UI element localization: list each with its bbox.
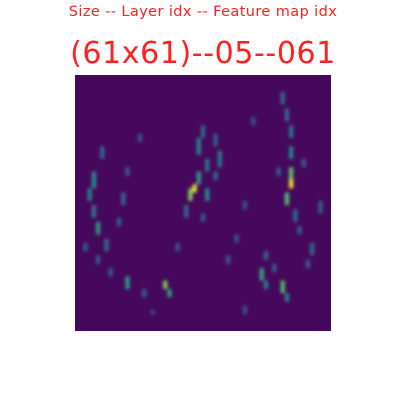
- activation-blob: [125, 276, 130, 290]
- activation-blob: [242, 305, 248, 315]
- activation-blob: [205, 188, 210, 201]
- activation-blob: [280, 91, 285, 105]
- feature-map-heatmap: [75, 75, 331, 331]
- activation-blob: [301, 158, 306, 168]
- activation-blob: [318, 200, 323, 214]
- activation-blob: [192, 184, 197, 193]
- activation-blob: [263, 251, 269, 260]
- activation-blob: [289, 179, 294, 189]
- activation-blob: [167, 289, 172, 298]
- activation-blob: [217, 150, 222, 168]
- activation-blob: [175, 242, 180, 252]
- activation-blob: [263, 280, 269, 290]
- activation-blob: [289, 167, 294, 180]
- activation-blob: [116, 217, 122, 227]
- activation-blob: [259, 268, 264, 281]
- caption-legend: Size -- Layer idx -- Feature map idx: [68, 4, 338, 20]
- activation-blob: [242, 200, 248, 210]
- activation-blob: [142, 289, 147, 298]
- activation-blob: [310, 242, 315, 256]
- activation-blob: [87, 188, 92, 201]
- activation-blob: [121, 192, 126, 206]
- activation-blob: [284, 108, 290, 122]
- activation-blob: [251, 116, 256, 126]
- activation-blob: [234, 234, 239, 243]
- activation-blob: [297, 226, 302, 235]
- activation-blob: [280, 280, 285, 294]
- activation-blob: [196, 171, 201, 185]
- activation-blob: [289, 125, 294, 138]
- activation-blob: [276, 167, 281, 176]
- activation-blob: [184, 205, 189, 218]
- activation-blob: [293, 209, 298, 222]
- activation-blob: [284, 293, 290, 302]
- activation-blob: [95, 255, 101, 264]
- feature-map-activations: [83, 91, 323, 315]
- activation-blob: [83, 242, 88, 252]
- activation-blob: [226, 255, 231, 264]
- activation-blob: [125, 167, 130, 176]
- activation-blob: [213, 171, 218, 180]
- activation-blob: [104, 238, 109, 252]
- activation-blob: [272, 263, 277, 273]
- activation-blob: [200, 213, 206, 222]
- activation-blob: [95, 221, 101, 235]
- feature-map-background: [75, 75, 331, 331]
- caption-identifier: (61x61)--05--061: [70, 36, 336, 71]
- activation-blob: [289, 146, 294, 159]
- activation-blob: [205, 158, 210, 172]
- activation-blob: [284, 192, 290, 206]
- activation-blob: [163, 280, 168, 290]
- activation-blob: [200, 125, 206, 138]
- activation-blob: [100, 146, 105, 159]
- activation-blob: [91, 205, 96, 218]
- activation-blob: [137, 133, 143, 143]
- activation-blob: [196, 137, 201, 155]
- activation-blob: [188, 188, 193, 201]
- activation-blob: [305, 259, 311, 269]
- activation-blob: [108, 268, 113, 277]
- activation-blob: [150, 310, 155, 315]
- activation-blob: [91, 171, 96, 189]
- activation-blob: [213, 133, 218, 147]
